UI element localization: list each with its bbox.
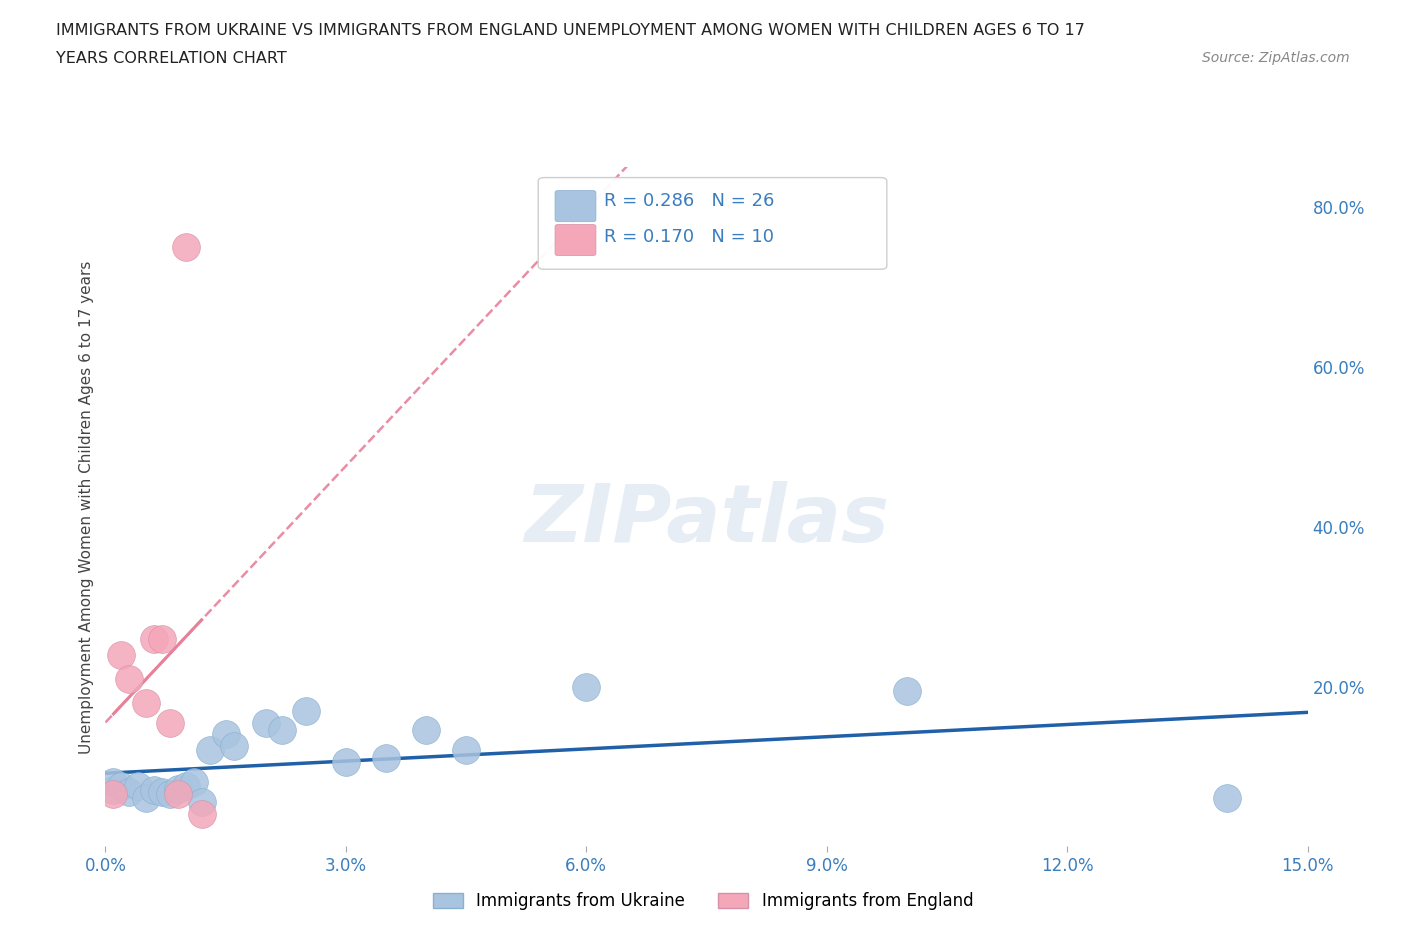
Text: ZIPatlas: ZIPatlas xyxy=(524,482,889,560)
Point xyxy=(335,755,357,770)
Y-axis label: Unemployment Among Women with Children Ages 6 to 17 years: Unemployment Among Women with Children A… xyxy=(79,260,94,753)
Point xyxy=(174,779,197,794)
Text: YEARS CORRELATION CHART: YEARS CORRELATION CHART xyxy=(56,51,287,66)
Point xyxy=(135,790,157,805)
FancyBboxPatch shape xyxy=(538,178,887,270)
Point xyxy=(454,743,477,758)
Point xyxy=(159,787,181,802)
Text: R = 0.170   N = 10: R = 0.170 N = 10 xyxy=(605,229,775,246)
Point xyxy=(150,785,173,800)
Text: R = 0.286   N = 26: R = 0.286 N = 26 xyxy=(605,193,775,210)
Point xyxy=(254,715,277,730)
FancyBboxPatch shape xyxy=(555,224,596,256)
Point xyxy=(222,739,245,754)
Point xyxy=(142,783,165,798)
Point xyxy=(214,727,236,742)
Point xyxy=(415,723,437,737)
Point xyxy=(135,695,157,710)
Point xyxy=(1216,790,1239,805)
Text: IMMIGRANTS FROM UKRAINE VS IMMIGRANTS FROM ENGLAND UNEMPLOYMENT AMONG WOMEN WITH: IMMIGRANTS FROM UKRAINE VS IMMIGRANTS FR… xyxy=(56,23,1085,38)
Point xyxy=(110,647,132,662)
Point xyxy=(374,751,398,766)
Point xyxy=(270,723,292,737)
Point xyxy=(166,781,188,796)
Point xyxy=(142,631,165,646)
Point xyxy=(190,795,212,810)
Point xyxy=(575,679,598,694)
Legend: Immigrants from Ukraine, Immigrants from England: Immigrants from Ukraine, Immigrants from… xyxy=(426,885,980,917)
Point xyxy=(166,787,188,802)
Point xyxy=(118,671,141,686)
Point xyxy=(896,684,918,698)
Point xyxy=(103,775,125,790)
Text: Source: ZipAtlas.com: Source: ZipAtlas.com xyxy=(1202,51,1350,65)
Point xyxy=(183,775,205,790)
Point xyxy=(103,787,125,802)
Point xyxy=(150,631,173,646)
Point xyxy=(118,785,141,800)
Point xyxy=(110,779,132,794)
Point xyxy=(190,807,212,822)
Point xyxy=(127,779,149,794)
Point xyxy=(174,240,197,255)
Point xyxy=(103,783,125,798)
Point xyxy=(198,743,221,758)
FancyBboxPatch shape xyxy=(555,191,596,221)
Point xyxy=(159,715,181,730)
Point xyxy=(295,703,318,718)
